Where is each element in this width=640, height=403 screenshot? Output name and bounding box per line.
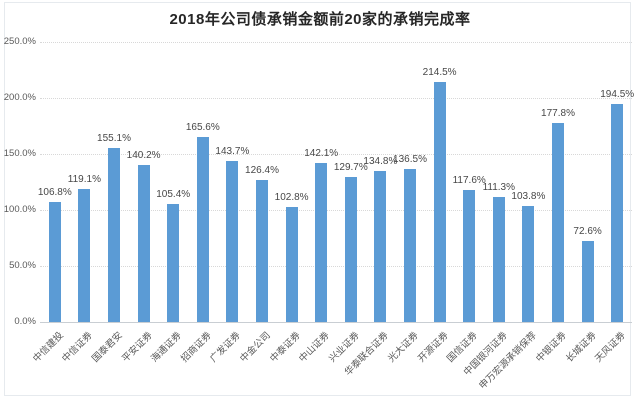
chart-title: 2018年公司债承销金额前20家的承销完成率 bbox=[169, 11, 471, 28]
value-label: 111.3% bbox=[482, 182, 516, 194]
gridline bbox=[40, 322, 632, 323]
bar bbox=[433, 81, 446, 322]
value-label: 72.6% bbox=[573, 225, 602, 237]
value-label: 105.4% bbox=[156, 188, 191, 200]
bar bbox=[285, 206, 298, 322]
y-axis-tick-label: 250.0% bbox=[3, 36, 36, 47]
y-axis-tick-label: 100.0% bbox=[3, 204, 36, 215]
bar bbox=[226, 161, 239, 322]
value-label: 136.5% bbox=[393, 154, 427, 166]
gridline bbox=[40, 42, 632, 43]
value-label: 117.6% bbox=[452, 175, 486, 187]
value-label: 119.1% bbox=[67, 173, 101, 185]
gridline bbox=[40, 154, 632, 155]
bar bbox=[374, 171, 387, 322]
value-label: 214.5% bbox=[422, 66, 457, 78]
value-label: 126.4% bbox=[245, 165, 279, 177]
bar bbox=[552, 122, 564, 322]
bar bbox=[315, 162, 328, 322]
value-label: 177.8% bbox=[541, 107, 575, 119]
bar bbox=[522, 205, 535, 322]
bar bbox=[108, 148, 120, 322]
value-label: 106.8% bbox=[37, 187, 72, 199]
bar bbox=[48, 202, 61, 322]
gridline bbox=[40, 210, 632, 211]
bar bbox=[492, 197, 505, 322]
y-axis-tick-label: 150.0% bbox=[3, 148, 36, 159]
value-label: 140.2% bbox=[126, 149, 161, 161]
y-axis-tick-label: 0.0% bbox=[14, 316, 36, 327]
value-label: 143.7% bbox=[215, 146, 250, 158]
bar bbox=[78, 188, 91, 322]
y-axis-tick-label: 200.0% bbox=[3, 92, 36, 103]
value-label: 165.6% bbox=[185, 121, 220, 133]
plot-area: 106.8% 119.1% 155.1% 140.2% 105.4% 165.6% 143.… bbox=[37, 42, 635, 323]
value-label: 129.7% bbox=[333, 161, 368, 173]
bar bbox=[581, 240, 594, 322]
y-axis-tick-label: 50.0% bbox=[9, 260, 36, 271]
value-label: 103.8% bbox=[511, 190, 546, 202]
value-label: 194.5% bbox=[600, 89, 635, 101]
gridline bbox=[40, 98, 632, 99]
chart-frame bbox=[4, 2, 631, 396]
gridline bbox=[40, 266, 632, 267]
bar bbox=[344, 176, 357, 322]
bar bbox=[404, 169, 416, 322]
bar bbox=[256, 180, 268, 322]
value-label: 102.8% bbox=[274, 191, 309, 203]
value-label: 134.8% bbox=[363, 156, 398, 168]
bar bbox=[167, 203, 180, 322]
bar bbox=[196, 136, 209, 322]
bar bbox=[137, 164, 150, 322]
value-label: 155.1% bbox=[97, 133, 131, 145]
bar bbox=[611, 104, 624, 322]
bar bbox=[463, 190, 476, 322]
value-label: 142.1% bbox=[304, 147, 339, 159]
